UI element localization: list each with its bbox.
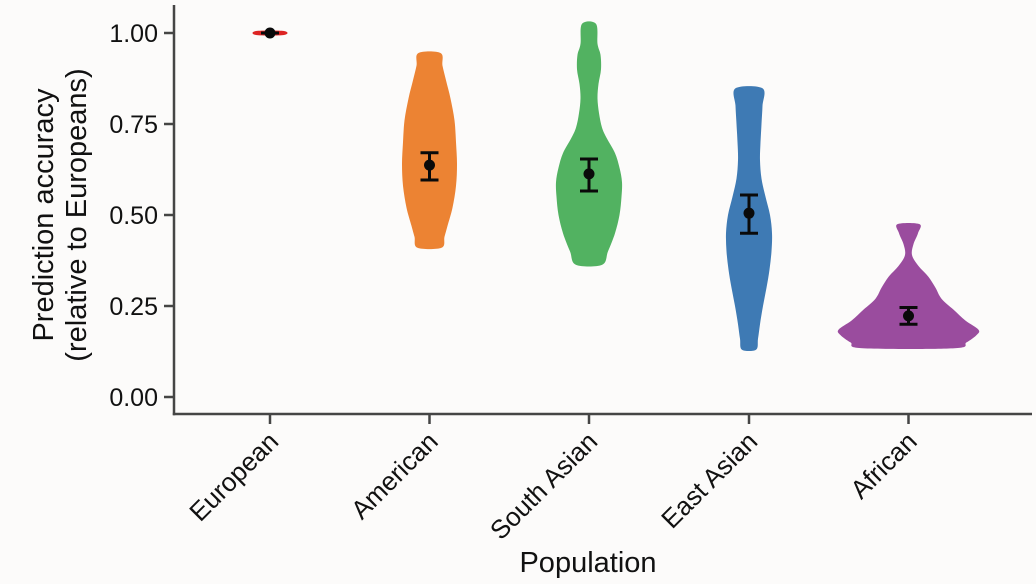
x-tick-label-american: American — [345, 426, 444, 525]
x-axis-title: Population — [519, 547, 656, 579]
mean-point-american — [424, 159, 435, 171]
x-tick-label-south-asian: South Asian — [484, 426, 603, 545]
violins-layer — [252, 21, 980, 352]
y-tick-label: 1.00 — [109, 20, 158, 48]
y-tick-label: 0.50 — [109, 202, 158, 230]
errorbar-american — [420, 151, 439, 182]
mean-point-african — [903, 310, 914, 322]
y-axis-title-line2: (relative to Europeans) — [61, 68, 93, 361]
errorbar-european — [261, 27, 279, 39]
errorbar-east-asian — [740, 193, 758, 235]
y-axis-title-line1: Prediction accuracy — [28, 88, 60, 342]
y-tick-label: 0.00 — [109, 384, 158, 412]
mean-point-european — [264, 27, 276, 39]
errorbar-south-asian — [580, 157, 598, 193]
x-tick-label-african: African — [844, 426, 922, 504]
errorbars-layer — [261, 27, 918, 326]
x-tick-label-european: European — [183, 426, 284, 527]
mean-point-south-asian — [583, 168, 595, 180]
y-tick-label: 0.25 — [109, 293, 158, 321]
violin-south-asian — [555, 21, 623, 267]
violin-american — [402, 51, 457, 250]
errorbar-african — [899, 305, 918, 326]
y-tick-label: 0.75 — [109, 111, 158, 139]
x-tick-label-east-asian: East Asian — [655, 426, 763, 534]
violin-african — [837, 222, 980, 349]
mean-point-east-asian — [743, 207, 755, 219]
